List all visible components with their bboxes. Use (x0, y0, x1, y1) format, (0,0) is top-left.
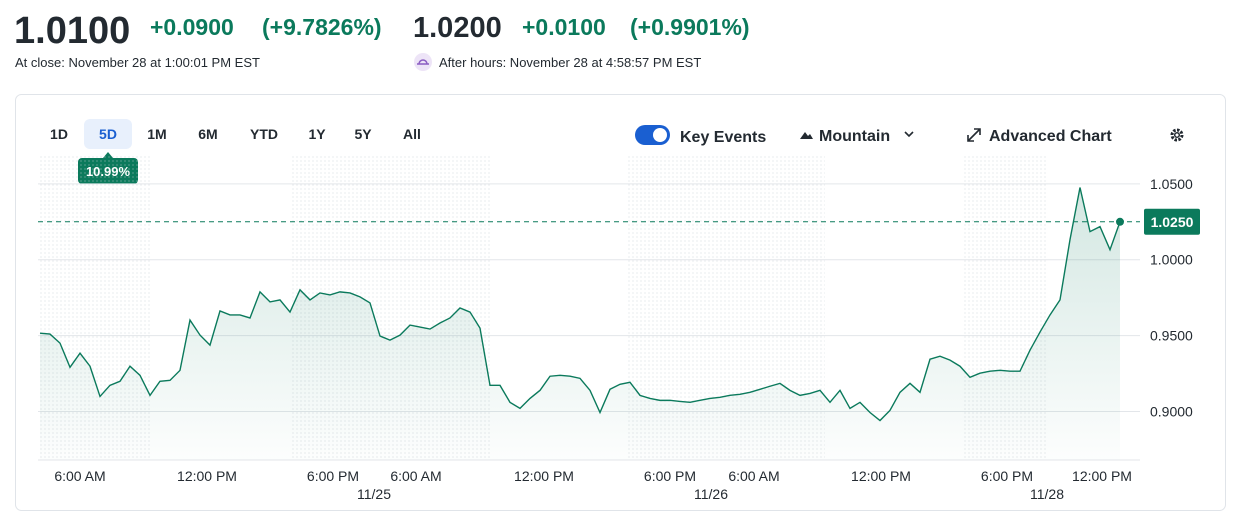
range-button[interactable]: 5D (99, 126, 117, 142)
price-line (39, 187, 1121, 422)
change-pct: (+9.7826%) (262, 14, 382, 40)
moon-icon (417, 59, 429, 65)
date-label: 11/25 (357, 486, 391, 502)
x-tick-label: 6:00 PM (981, 468, 1033, 484)
key-events-label[interactable]: Key Events (680, 129, 766, 146)
x-tick-label: 12:00 PM (514, 468, 574, 484)
range-button[interactable]: YTD (250, 126, 278, 142)
reference-badge (1144, 208, 1200, 235)
range-selected-bg (84, 119, 132, 149)
expand-icon (967, 128, 981, 142)
range-button[interactable]: 6M (198, 126, 217, 142)
x-tick-label: 6:00 AM (54, 468, 105, 484)
settings-icon[interactable] (1170, 128, 1184, 142)
x-tick-label: 12:00 PM (1072, 468, 1132, 484)
y-tick-label: 1.0500 (1150, 176, 1193, 192)
toggle-knob (653, 128, 667, 142)
range-button[interactable]: All (403, 126, 421, 142)
chart-type[interactable]: Mountain (819, 128, 890, 145)
x-tick-label: 6:00 AM (390, 468, 441, 484)
last-point (1116, 217, 1124, 226)
advanced-chart[interactable]: Advanced Chart (989, 128, 1112, 145)
mountain-icon (800, 132, 813, 139)
y-tick-label: 0.9000 (1150, 403, 1193, 419)
after-hours-icon (414, 53, 432, 71)
x-tick-label: 6:00 PM (307, 468, 359, 484)
reference-label: 1.0250 (1151, 214, 1194, 230)
range-button[interactable]: 1M (147, 126, 166, 142)
x-tick-label: 6:00 PM (644, 468, 696, 484)
settings-icon-core (1173, 131, 1181, 139)
range-button[interactable]: 5Y (354, 126, 372, 142)
chevron (904, 131, 914, 138)
ah-change-pct: (+0.9901%) (630, 14, 750, 40)
date-label: 11/28 (1030, 486, 1064, 502)
range-button[interactable]: 1Y (308, 126, 326, 142)
x-tick-label: 12:00 PM (177, 468, 237, 484)
x-tick-label: 12:00 PM (851, 468, 911, 484)
price: 1.0100 (14, 10, 130, 52)
close-note: At close: November 28 at 1:00:01 PM EST (15, 55, 260, 70)
y-tick-label: 1.0000 (1150, 252, 1193, 268)
ah-price: 1.0200 (413, 12, 502, 44)
x-tick-label: 6:00 AM (728, 468, 779, 484)
range-button[interactable]: 1D (50, 126, 68, 142)
date-label: 11/26 (694, 486, 728, 502)
change: +0.0900 (150, 14, 234, 40)
ah-note: After hours: November 28 at 4:58:57 PM E… (439, 55, 701, 70)
y-tick-label: 0.9500 (1150, 328, 1193, 344)
ah-change: +0.0100 (522, 14, 606, 40)
area (40, 187, 1120, 460)
